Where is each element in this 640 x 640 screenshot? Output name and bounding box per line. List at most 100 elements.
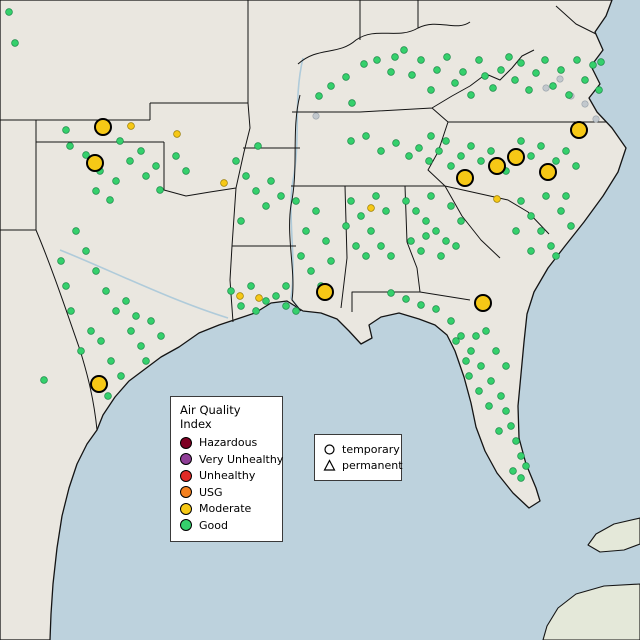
station-marker-good[interactable]: [497, 66, 505, 74]
station-marker-good[interactable]: [417, 301, 425, 309]
station-marker-good[interactable]: [541, 56, 549, 64]
station-marker-good[interactable]: [157, 332, 165, 340]
station-marker-good[interactable]: [127, 327, 135, 335]
station-marker-good[interactable]: [352, 242, 360, 250]
station-marker-good[interactable]: [112, 177, 120, 185]
station-marker-good[interactable]: [237, 302, 245, 310]
station-marker-good[interactable]: [117, 372, 125, 380]
station-marker-good[interactable]: [505, 53, 513, 61]
station-marker-good[interactable]: [447, 317, 455, 325]
station-marker-good[interactable]: [512, 437, 520, 445]
station-marker-good[interactable]: [581, 76, 589, 84]
station-marker-good[interactable]: [292, 307, 300, 315]
station-marker-good[interactable]: [242, 172, 250, 180]
station-marker-good[interactable]: [357, 212, 365, 220]
station-marker-good[interactable]: [522, 462, 530, 470]
station-marker-good[interactable]: [502, 407, 510, 415]
station-marker-good[interactable]: [232, 157, 240, 165]
station-marker-good[interactable]: [377, 147, 385, 155]
station-marker-moderate[interactable]: [367, 204, 375, 212]
station-marker-good[interactable]: [62, 282, 70, 290]
station-marker-good[interactable]: [502, 362, 510, 370]
station-marker-good[interactable]: [487, 377, 495, 385]
station-marker-good[interactable]: [572, 162, 580, 170]
station-marker-good[interactable]: [517, 474, 525, 482]
station-marker-good[interactable]: [437, 252, 445, 260]
station-marker-good[interactable]: [142, 172, 150, 180]
station-marker-good[interactable]: [567, 222, 575, 230]
station-marker-good[interactable]: [442, 137, 450, 145]
station-marker-good[interactable]: [252, 307, 260, 315]
station-marker-good[interactable]: [407, 237, 415, 245]
station-marker-good[interactable]: [362, 132, 370, 140]
station-marker-good[interactable]: [402, 295, 410, 303]
station-marker-good[interactable]: [552, 252, 560, 260]
station-marker-good[interactable]: [347, 197, 355, 205]
station-marker-good[interactable]: [432, 305, 440, 313]
station-marker-good[interactable]: [66, 142, 74, 150]
station-marker-good[interactable]: [106, 196, 114, 204]
station-marker-good[interactable]: [372, 192, 380, 200]
station-marker-good[interactable]: [452, 337, 460, 345]
station-marker-good[interactable]: [315, 92, 323, 100]
station-marker-good[interactable]: [511, 76, 519, 84]
station-marker-good[interactable]: [97, 337, 105, 345]
station-marker-moderate[interactable]: [127, 122, 135, 130]
station-marker-good[interactable]: [327, 257, 335, 265]
station-marker-good[interactable]: [472, 332, 480, 340]
station-marker-unknown[interactable]: [556, 75, 564, 83]
station-marker-good[interactable]: [485, 402, 493, 410]
station-marker-good[interactable]: [557, 66, 565, 74]
station-marker-good[interactable]: [387, 68, 395, 76]
station-marker-good[interactable]: [282, 282, 290, 290]
station-marker-good[interactable]: [415, 144, 423, 152]
station-marker-good[interactable]: [172, 152, 180, 160]
station-marker-good[interactable]: [549, 82, 557, 90]
station-marker-good[interactable]: [391, 53, 399, 61]
station-marker-good[interactable]: [443, 53, 451, 61]
station-marker-good[interactable]: [402, 197, 410, 205]
station-marker-good[interactable]: [595, 86, 603, 94]
station-marker-good[interactable]: [417, 56, 425, 64]
station-marker-good[interactable]: [137, 147, 145, 155]
station-marker-good[interactable]: [447, 162, 455, 170]
station-marker-good[interactable]: [297, 252, 305, 260]
station-marker-good[interactable]: [77, 347, 85, 355]
station-marker-good[interactable]: [57, 257, 65, 265]
station-marker-good[interactable]: [92, 267, 100, 275]
station-marker-good[interactable]: [537, 142, 545, 150]
station-marker-good[interactable]: [252, 187, 260, 195]
station-marker-good[interactable]: [152, 162, 160, 170]
station-marker-good[interactable]: [573, 56, 581, 64]
station-marker-good[interactable]: [307, 267, 315, 275]
station-marker-good[interactable]: [532, 69, 540, 77]
station-marker-good[interactable]: [342, 222, 350, 230]
station-marker-good[interactable]: [497, 392, 505, 400]
station-marker-good[interactable]: [422, 217, 430, 225]
station-marker-good[interactable]: [475, 387, 483, 395]
station-marker-good[interactable]: [427, 192, 435, 200]
station-marker-good[interactable]: [422, 232, 430, 240]
station-marker-good[interactable]: [342, 73, 350, 81]
station-marker-good[interactable]: [104, 392, 112, 400]
station-marker-good[interactable]: [433, 66, 441, 74]
station-marker-good[interactable]: [457, 152, 465, 160]
station-marker-moderate[interactable]: [255, 294, 263, 302]
station-marker-good[interactable]: [267, 177, 275, 185]
station-marker-good[interactable]: [465, 372, 473, 380]
station-marker-good[interactable]: [562, 147, 570, 155]
station-marker-good[interactable]: [112, 307, 120, 315]
station-marker-good[interactable]: [452, 242, 460, 250]
station-marker-good[interactable]: [412, 207, 420, 215]
station-marker-good[interactable]: [487, 147, 495, 155]
station-marker-good[interactable]: [492, 347, 500, 355]
station-marker-good[interactable]: [417, 247, 425, 255]
station-marker-good[interactable]: [322, 237, 330, 245]
station-marker-good[interactable]: [348, 99, 356, 107]
station-marker-good[interactable]: [481, 72, 489, 80]
station-marker-good[interactable]: [182, 167, 190, 175]
station-marker-good[interactable]: [272, 292, 280, 300]
station-marker-good[interactable]: [262, 202, 270, 210]
station-marker-good[interactable]: [312, 207, 320, 215]
station-marker-good[interactable]: [527, 247, 535, 255]
